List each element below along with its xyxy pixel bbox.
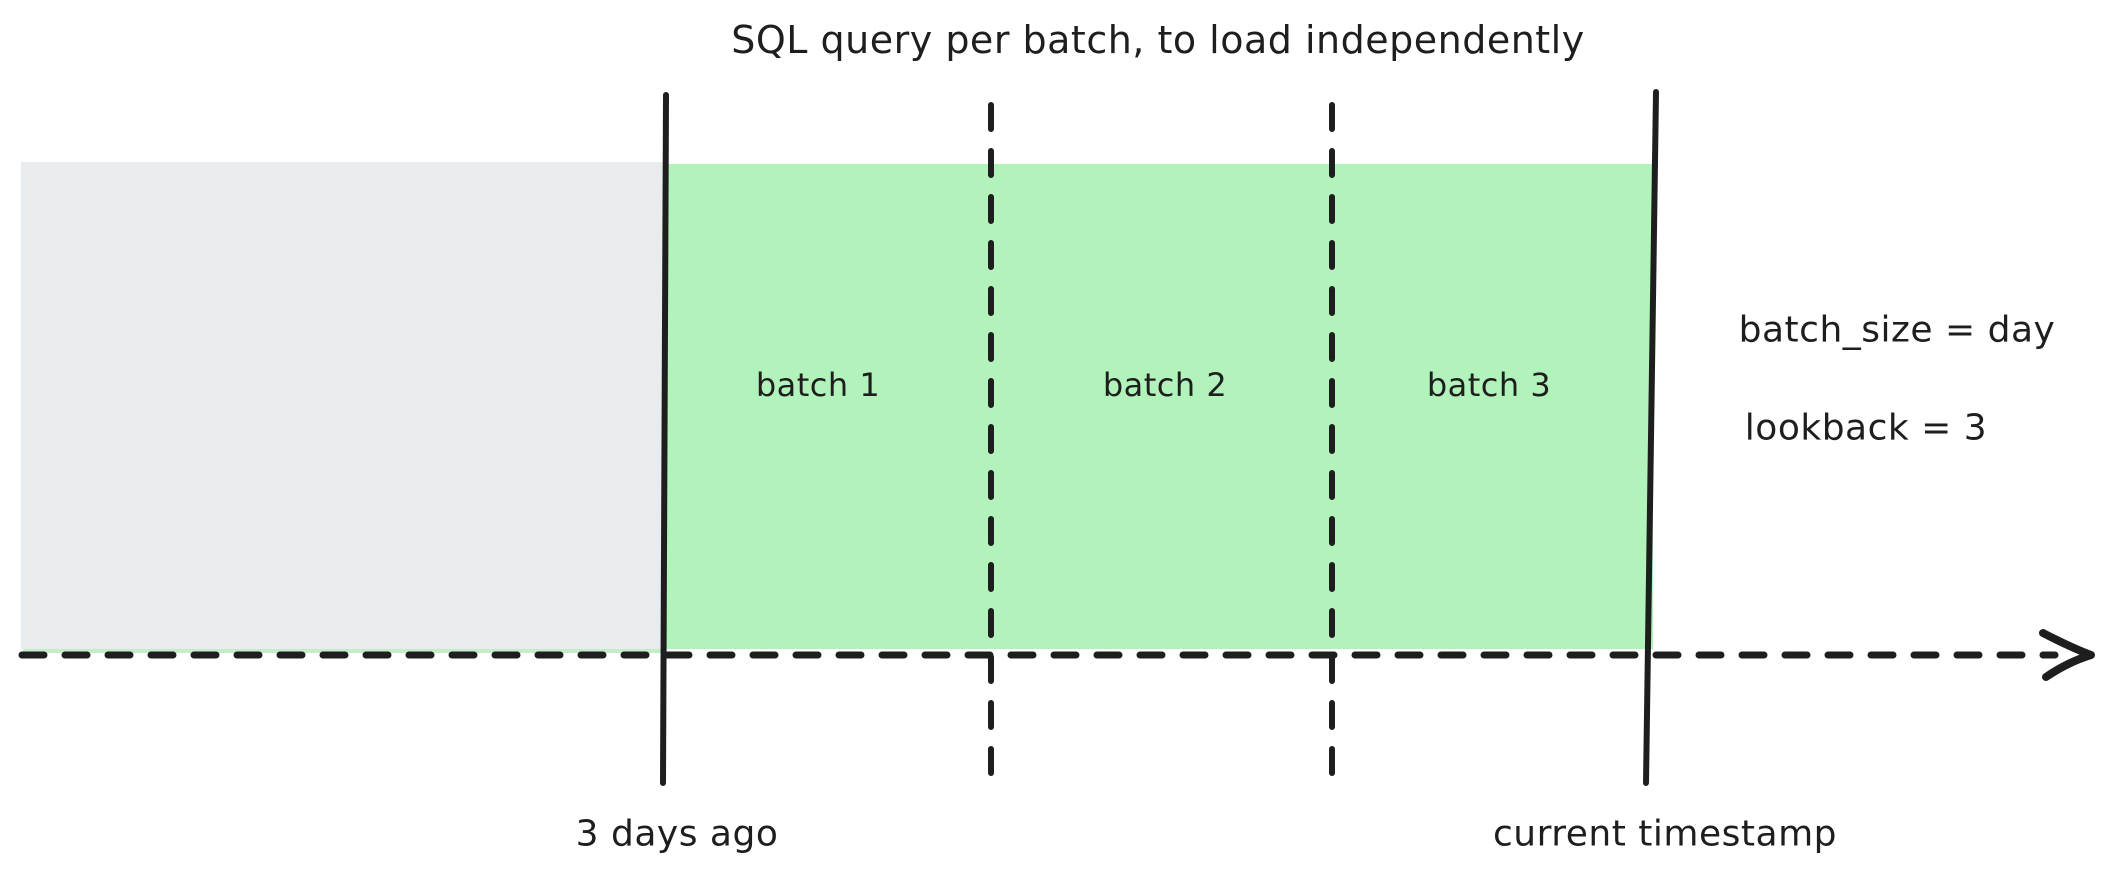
diagram-title: SQL query per batch, to load independent… (731, 18, 1585, 62)
past-region-rect (21, 162, 665, 649)
axis-end-label: current timestamp (1493, 813, 1837, 855)
batch-2-label: batch 2 (1102, 366, 1228, 404)
batch-1-label: batch 1 (755, 366, 881, 404)
past-region-green-edge (23, 649, 665, 653)
batch-size-annotation: batch_size = day (1738, 309, 2056, 351)
lookback-annotation: lookback = 3 (1744, 407, 1988, 449)
batch-3-label: batch 3 (1426, 366, 1552, 404)
axis-start-label: 3 days ago (575, 813, 779, 855)
batch-region-rect (665, 164, 1653, 649)
time-axis-arrowhead-icon (2039, 629, 2095, 681)
